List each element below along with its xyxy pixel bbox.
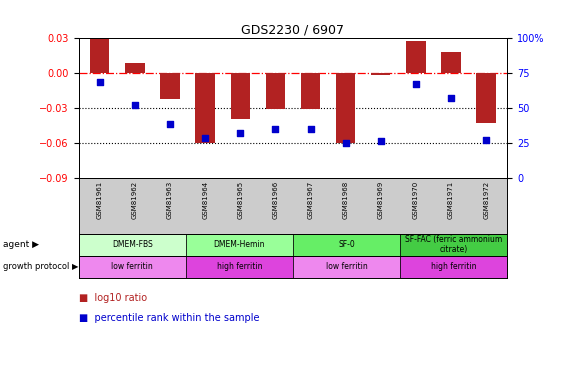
Point xyxy=(341,140,350,146)
Point xyxy=(411,81,420,87)
Bar xyxy=(160,73,180,99)
Text: high ferritin: high ferritin xyxy=(217,262,262,271)
Text: GSM81964: GSM81964 xyxy=(202,181,208,219)
Bar xyxy=(406,41,426,73)
Point xyxy=(482,137,491,143)
Text: GSM81970: GSM81970 xyxy=(413,181,419,219)
Bar xyxy=(441,51,461,73)
Text: ■  log10 ratio: ■ log10 ratio xyxy=(79,292,147,303)
Text: GSM81965: GSM81965 xyxy=(237,181,243,219)
Text: ■  percentile rank within the sample: ■ percentile rank within the sample xyxy=(79,313,259,323)
Text: GSM81967: GSM81967 xyxy=(307,181,314,219)
Text: GSM81963: GSM81963 xyxy=(167,181,173,219)
Bar xyxy=(293,256,400,278)
Point xyxy=(447,95,456,101)
Text: GSM81961: GSM81961 xyxy=(97,181,103,219)
Text: low ferritin: low ferritin xyxy=(326,262,367,271)
Point xyxy=(271,126,280,132)
Bar xyxy=(186,256,293,278)
Bar xyxy=(336,73,355,143)
Point xyxy=(95,80,104,86)
Bar xyxy=(195,73,215,143)
Point xyxy=(236,130,245,136)
Text: growth protocol ▶: growth protocol ▶ xyxy=(3,262,79,271)
Text: DMEM-Hemin: DMEM-Hemin xyxy=(213,240,265,249)
Bar xyxy=(231,73,250,119)
Bar xyxy=(266,73,285,109)
Bar xyxy=(301,73,320,109)
Text: agent ▶: agent ▶ xyxy=(3,240,39,249)
Bar xyxy=(371,73,391,75)
Text: SF-FAC (ferric ammonium
citrate): SF-FAC (ferric ammonium citrate) xyxy=(405,235,503,255)
Point xyxy=(201,135,210,141)
Point xyxy=(130,102,139,108)
Point xyxy=(306,126,315,132)
Bar xyxy=(400,256,507,278)
Point xyxy=(376,138,385,144)
Bar xyxy=(79,234,186,256)
Title: GDS2230 / 6907: GDS2230 / 6907 xyxy=(241,23,345,36)
Bar xyxy=(186,234,293,256)
Text: DMEM-FBS: DMEM-FBS xyxy=(112,240,153,249)
Bar xyxy=(476,73,496,123)
Text: SF-0: SF-0 xyxy=(338,240,355,249)
Point xyxy=(166,122,175,128)
Text: GSM81972: GSM81972 xyxy=(483,181,489,219)
Text: GSM81968: GSM81968 xyxy=(343,181,349,219)
Bar xyxy=(400,234,507,256)
Bar xyxy=(79,256,186,278)
Text: low ferritin: low ferritin xyxy=(111,262,153,271)
Bar xyxy=(125,63,145,73)
Text: GSM81969: GSM81969 xyxy=(378,181,384,219)
Bar xyxy=(293,234,400,256)
Text: GSM81971: GSM81971 xyxy=(448,181,454,219)
Bar xyxy=(90,39,110,73)
Text: GSM81962: GSM81962 xyxy=(132,181,138,219)
Text: high ferritin: high ferritin xyxy=(431,262,476,271)
Text: GSM81966: GSM81966 xyxy=(272,181,279,219)
